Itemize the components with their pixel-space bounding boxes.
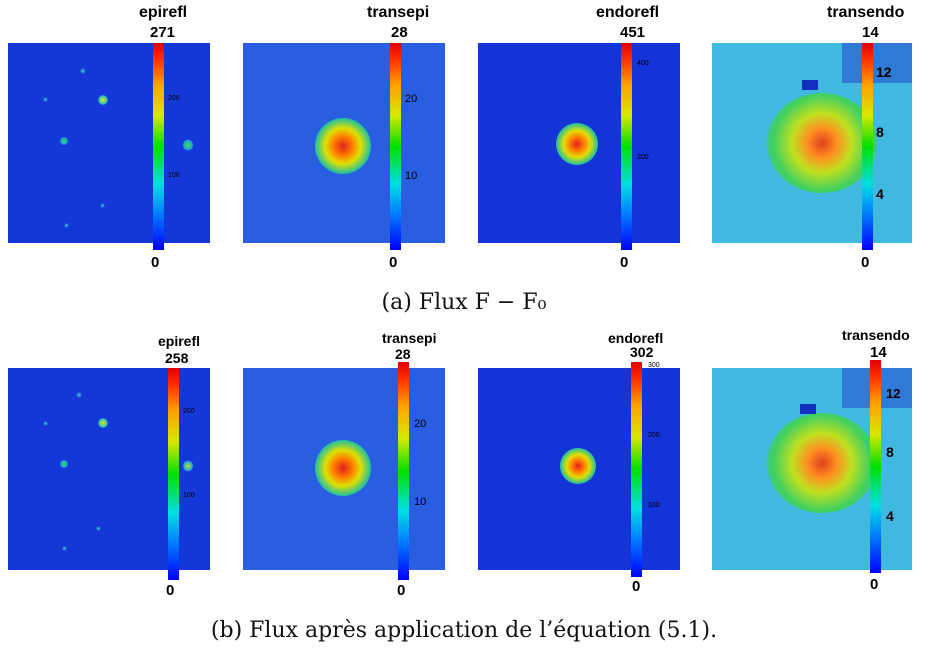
panel-title: epirefl bbox=[158, 333, 201, 349]
colorbar-tick: 4 bbox=[876, 186, 884, 202]
hotspot bbox=[315, 118, 371, 174]
colorbar-tick: 300 bbox=[648, 362, 660, 369]
colorbar-min-label: 0 bbox=[870, 576, 879, 593]
heatmap-image bbox=[243, 368, 445, 570]
colorbar-tick: 8 bbox=[886, 444, 894, 460]
colorbar bbox=[168, 368, 179, 580]
heatmap-image bbox=[8, 368, 210, 570]
colorbar-min-label: 0 bbox=[861, 254, 870, 271]
hotspot bbox=[62, 546, 67, 551]
hotspot bbox=[767, 93, 877, 193]
colorbar bbox=[153, 43, 164, 250]
colorbar-tick: 8 bbox=[876, 124, 884, 140]
colorbar bbox=[870, 360, 881, 573]
colorbar-tick: 400 bbox=[637, 60, 649, 67]
panel-title: transendo bbox=[842, 327, 910, 343]
colorbar-tick: 200 bbox=[168, 95, 180, 102]
colorbar-tick: 20 bbox=[414, 418, 427, 430]
panel-title: epirefl bbox=[139, 4, 188, 21]
hotspot bbox=[183, 460, 193, 472]
hotspot bbox=[842, 43, 912, 83]
hotspot bbox=[556, 123, 598, 165]
panel-title: transepi bbox=[382, 330, 437, 346]
hotspot bbox=[98, 418, 108, 428]
colorbar-max-label: 451 bbox=[620, 24, 646, 41]
colorbar-tick: 10 bbox=[405, 170, 418, 182]
colorbar-max-label: 28 bbox=[391, 24, 408, 41]
panel-title: endorefl bbox=[608, 330, 664, 346]
colorbar-tick: 100 bbox=[168, 172, 180, 179]
hotspot bbox=[80, 68, 86, 74]
hotspot bbox=[100, 203, 105, 208]
colorbar-tick: 12 bbox=[886, 386, 901, 401]
hotspot bbox=[315, 440, 371, 496]
caption-a: (a) Flux F − F₀ bbox=[381, 290, 547, 315]
hotspot bbox=[800, 404, 816, 414]
colorbar bbox=[390, 43, 401, 250]
hotspot bbox=[60, 460, 68, 468]
hotspot bbox=[43, 421, 48, 426]
hotspot bbox=[43, 97, 48, 102]
heatmap-image bbox=[243, 43, 445, 243]
hotspot bbox=[183, 139, 193, 151]
colorbar-min-label: 0 bbox=[397, 582, 406, 599]
colorbar-tick: 100 bbox=[648, 502, 660, 509]
colorbar bbox=[862, 43, 873, 250]
colorbar bbox=[621, 43, 632, 250]
colorbar-tick: 200 bbox=[183, 408, 195, 415]
colorbar-tick: 200 bbox=[648, 432, 660, 439]
hotspot bbox=[560, 448, 596, 484]
heatmap-image bbox=[8, 43, 210, 243]
hotspot bbox=[767, 413, 877, 513]
colorbar-tick: 200 bbox=[637, 154, 649, 161]
hotspot bbox=[76, 392, 82, 398]
colorbar-max-label: 258 bbox=[165, 350, 189, 366]
hotspot bbox=[96, 526, 101, 531]
hotspot bbox=[802, 80, 818, 90]
colorbar-min-label: 0 bbox=[166, 582, 175, 599]
colorbar bbox=[398, 362, 409, 580]
heatmap-image bbox=[712, 43, 912, 243]
heatmap-image bbox=[712, 368, 912, 570]
hotspot bbox=[60, 137, 68, 145]
panel-title: transepi bbox=[367, 4, 430, 21]
colorbar-min-label: 0 bbox=[151, 254, 160, 271]
panel-title: endorefl bbox=[596, 4, 660, 21]
colorbar bbox=[631, 362, 642, 577]
hotspot bbox=[98, 95, 108, 105]
colorbar-tick: 12 bbox=[876, 64, 892, 80]
colorbar-max-label: 14 bbox=[870, 344, 887, 361]
panel-title: transendo bbox=[827, 4, 905, 21]
colorbar-min-label: 0 bbox=[632, 578, 641, 595]
colorbar-max-label: 14 bbox=[862, 24, 879, 41]
colorbar-min-label: 0 bbox=[389, 254, 398, 271]
colorbar-tick: 4 bbox=[886, 508, 894, 524]
colorbar-max-label: 302 bbox=[630, 344, 654, 360]
colorbar-max-label: 28 bbox=[395, 346, 411, 362]
heatmap-image bbox=[478, 43, 680, 243]
heatmap-image bbox=[478, 368, 680, 570]
hotspot bbox=[64, 223, 69, 228]
colorbar-tick: 100 bbox=[183, 492, 195, 499]
colorbar-tick: 20 bbox=[405, 93, 418, 105]
colorbar-tick: 10 bbox=[414, 496, 427, 508]
colorbar-min-label: 0 bbox=[620, 254, 629, 271]
colorbar-max-label: 271 bbox=[150, 24, 176, 41]
caption-b: (b) Flux après application de l’équation… bbox=[210, 618, 718, 643]
